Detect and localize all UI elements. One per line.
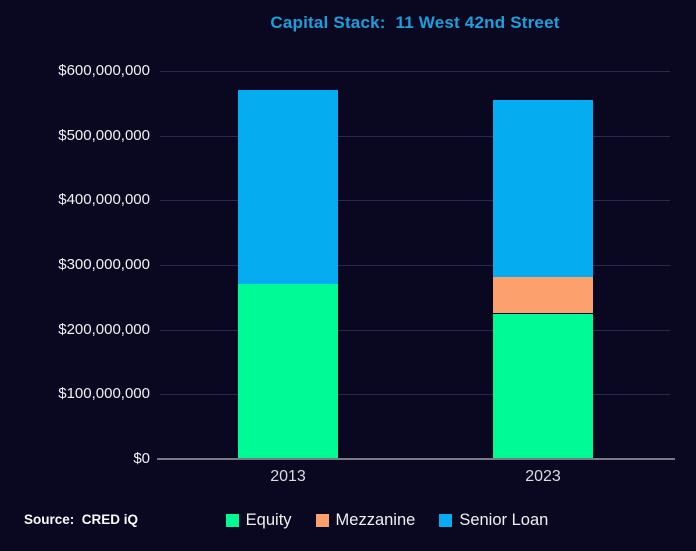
y-axis-tick-label: $200,000,000 [58, 321, 150, 338]
x-axis-category-label: 2013 [270, 468, 306, 485]
source-note: Source: CRED iQ [24, 512, 139, 527]
y-axis-tick-label: $100,000,000 [58, 385, 150, 402]
legend: Equity Mezzanine Senior Loan [127, 510, 647, 530]
bar-segment-mezzanine [493, 277, 593, 313]
legend-swatch-icon [439, 513, 453, 527]
y-axis-tick-label: $400,000,000 [58, 191, 150, 208]
y-axis-tick-label: $0 [133, 450, 150, 467]
legend-swatch-icon [315, 513, 329, 527]
gridline [160, 200, 670, 201]
legend-item-equity: Equity [225, 510, 292, 530]
legend-label: Senior Loan [459, 510, 549, 529]
chart-title: Capital Stack: 11 West 42nd Street [270, 13, 560, 32]
legend-item-mezzanine: Mezzanine [315, 510, 416, 530]
gridline [160, 394, 670, 395]
gridline [160, 265, 670, 266]
x-axis-category-label: 2023 [525, 468, 561, 485]
bar-segment-senior-loan [493, 100, 593, 277]
y-axis-tick-label: $500,000,000 [58, 127, 150, 144]
bar-segment-senior-loan [238, 90, 338, 284]
bar-segment-equity [238, 284, 338, 459]
x-axis-line [157, 458, 675, 460]
legend-label: Mezzanine [335, 510, 416, 529]
legend-item-senior-loan: Senior Loan [439, 511, 548, 530]
y-axis-tick-label: $600,000,000 [58, 62, 150, 79]
bar-segment-equity [493, 314, 593, 460]
gridline [160, 330, 670, 331]
gridline [160, 136, 670, 137]
legend-label: Equity [245, 510, 292, 529]
y-axis-tick-label: $300,000,000 [58, 256, 150, 273]
legend-swatch-icon [225, 513, 239, 527]
gridline [160, 71, 670, 72]
